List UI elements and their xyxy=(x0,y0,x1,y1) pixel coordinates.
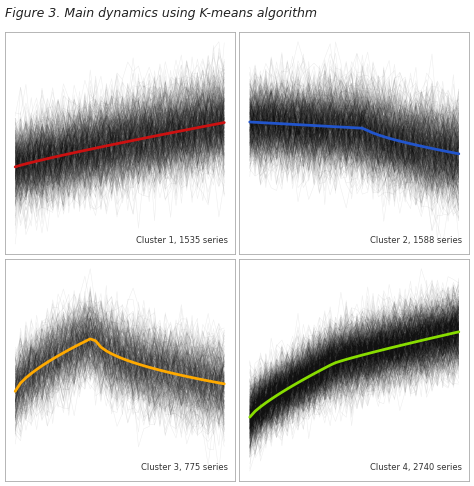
Text: Figure 3. Main dynamics using K-means algorithm: Figure 3. Main dynamics using K-means al… xyxy=(5,7,317,20)
Text: Cluster 3, 775 series: Cluster 3, 775 series xyxy=(141,463,228,472)
Text: Cluster 1, 1535 series: Cluster 1, 1535 series xyxy=(136,236,228,245)
Text: Cluster 2, 1588 series: Cluster 2, 1588 series xyxy=(370,236,462,245)
Text: Cluster 4, 2740 series: Cluster 4, 2740 series xyxy=(370,463,462,472)
